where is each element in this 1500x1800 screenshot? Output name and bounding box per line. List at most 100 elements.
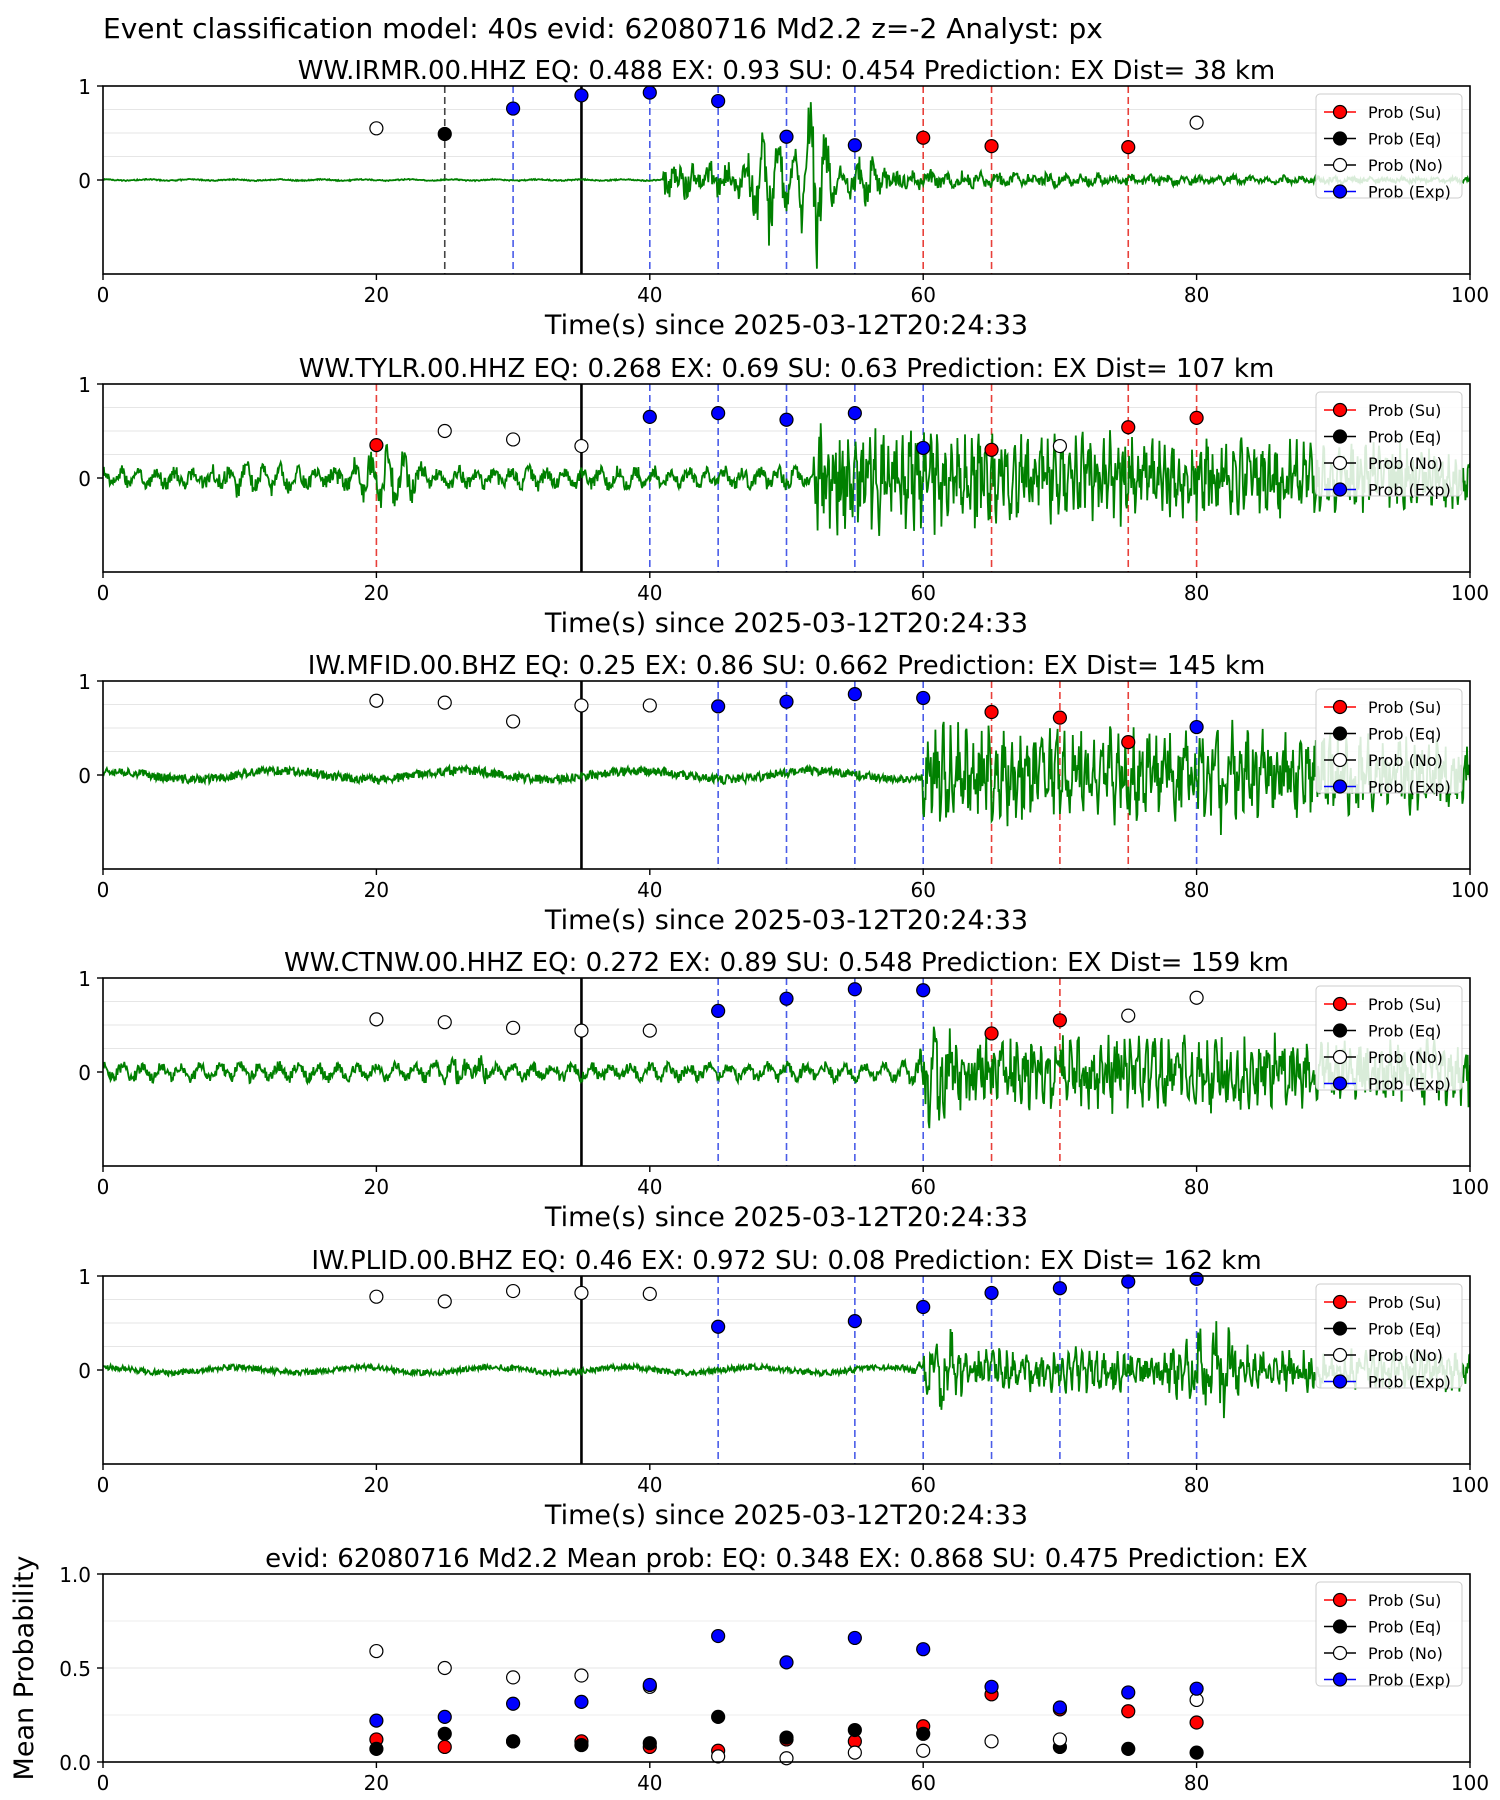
- mean-prob-marker-no: [437, 1660, 452, 1676]
- x-tick-label: 80: [1184, 581, 1209, 605]
- panel-5: IW.PLID.00.BHZ EQ: 0.46 EX: 0.972 SU: 0.…: [78, 1246, 1489, 1531]
- x-tick-label: 60: [910, 878, 935, 902]
- legend-marker: [1332, 157, 1348, 173]
- x-tick-label: 60: [910, 283, 935, 307]
- legend-box: [1315, 985, 1463, 1091]
- mean-prob-marker-eq: [779, 1730, 794, 1745]
- panel-title: WW.IRMR.00.HHZ EQ: 0.488 EX: 0.93 SU: 0.…: [298, 56, 1276, 86]
- legend-box: [1315, 688, 1463, 794]
- panel-2: WW.TYLR.00.HHZ EQ: 0.268 EX: 0.69 SU: 0.…: [78, 354, 1489, 639]
- legend: Prob (Su) Prob (Eq) Prob (No) Prob (Exp): [1315, 1581, 1463, 1690]
- prob-marker-no: [574, 698, 589, 713]
- x-axis-label: Time(s) since 2025-03-12T20:24:33: [544, 608, 1028, 639]
- legend-label: Prob (Su): [1368, 103, 1441, 122]
- prob-marker-exp: [1189, 719, 1204, 735]
- prob-marker-su: [1189, 410, 1204, 425]
- prob-marker-exp: [1121, 1274, 1136, 1289]
- legend-label: Prob (Eq): [1368, 1320, 1441, 1339]
- y-tick-label: 0: [78, 467, 91, 491]
- legend-label: Prob (Exp): [1368, 1075, 1451, 1094]
- prob-marker-no: [1189, 990, 1204, 1005]
- legend: Prob (Su) Prob (Eq) Prob (No) Prob (Exp): [1315, 1283, 1463, 1392]
- x-tick-label: 60: [910, 1175, 935, 1199]
- panel-title: IW.MFID.00.BHZ EQ: 0.25 EX: 0.86 SU: 0.6…: [308, 651, 1266, 681]
- mean-prob-marker-eq: [847, 1722, 862, 1738]
- x-tick-label: 0: [97, 1771, 110, 1795]
- legend-marker: [1332, 184, 1348, 199]
- x-axis-label: Time(s) since 2025-03-12T20:24:33: [544, 310, 1028, 341]
- panels: WW.IRMR.00.HHZ EQ: 0.488 EX: 0.93 SU: 0.…: [9, 56, 1489, 1795]
- prob-marker-no: [505, 1283, 521, 1299]
- mean-prob-marker-exp: [574, 1694, 589, 1709]
- legend-label: Prob (Eq): [1368, 130, 1441, 149]
- waveform-trace: [103, 1026, 1470, 1129]
- legend-label: Prob (Exp): [1368, 183, 1451, 202]
- prob-marker-exp: [574, 88, 589, 103]
- x-tick-label: 100: [1451, 581, 1489, 605]
- x-tick-label: 0: [97, 1175, 110, 1199]
- mean-prob-marker-exp: [642, 1677, 657, 1693]
- prob-marker-no: [369, 693, 384, 708]
- legend-box: [1315, 1283, 1463, 1389]
- prob-marker-no: [1052, 438, 1068, 454]
- prob-marker-su: [1121, 420, 1136, 435]
- legend-label: Prob (Eq): [1368, 1022, 1441, 1041]
- x-tick-label: 0: [97, 878, 110, 902]
- prob-marker-exp: [711, 93, 726, 109]
- legend-marker: [1332, 104, 1348, 120]
- plot-area: [103, 681, 1470, 869]
- prob-marker-su: [1052, 1013, 1068, 1028]
- legend-marker: [1332, 1645, 1348, 1661]
- mean-prob-marker-no: [984, 1734, 999, 1749]
- x-tick-label: 20: [364, 581, 389, 605]
- plot-area: [103, 978, 1470, 1166]
- prob-marker-no: [505, 714, 521, 729]
- legend-box: [1315, 1581, 1463, 1687]
- legend-marker: [1332, 1076, 1348, 1091]
- x-tick-label: 60: [910, 1771, 935, 1795]
- legend-marker: [1332, 1374, 1348, 1389]
- legend-label: Prob (Eq): [1368, 428, 1441, 447]
- legend-marker: [1332, 726, 1348, 741]
- x-tick-label: 20: [364, 1175, 389, 1199]
- x-tick-label: 0: [97, 1473, 110, 1497]
- prob-marker-exp: [779, 129, 794, 144]
- legend: Prob (Su) Prob (Eq) Prob (No) Prob (Exp): [1315, 985, 1463, 1094]
- prob-marker-su: [916, 130, 931, 145]
- legend: Prob (Su) Prob (Eq) Prob (No) Prob (Exp): [1315, 391, 1463, 500]
- panel-1: WW.IRMR.00.HHZ EQ: 0.488 EX: 0.93 SU: 0.…: [78, 56, 1489, 341]
- prob-marker-su: [1121, 140, 1136, 155]
- mean-prob-marker-exp: [1189, 1681, 1204, 1696]
- legend-label: Prob (No): [1368, 751, 1443, 770]
- prob-marker-exp: [711, 1319, 726, 1334]
- panel-4: WW.CTNW.00.HHZ EQ: 0.272 EX: 0.89 SU: 0.…: [78, 948, 1489, 1233]
- y-tick-label: 1: [78, 75, 91, 99]
- prob-marker-exp: [711, 699, 726, 714]
- mean-prob-marker-eq: [505, 1734, 521, 1749]
- prob-marker-no: [505, 432, 521, 447]
- prob-marker-su: [1052, 710, 1068, 725]
- mean-prob-marker-exp: [1121, 1685, 1136, 1700]
- x-tick-label: 100: [1451, 1175, 1489, 1199]
- mean-prob-marker-no: [847, 1745, 862, 1760]
- mean-prob-marker-no: [505, 1670, 521, 1685]
- plot-area: [103, 86, 1470, 274]
- legend-label: Prob (No): [1368, 454, 1443, 473]
- prob-marker-exp: [916, 1299, 931, 1315]
- legend-label: Prob (Eq): [1368, 1618, 1441, 1637]
- legend-marker: [1332, 1619, 1348, 1634]
- mean-prob-marker-exp: [437, 1709, 452, 1724]
- prob-marker-exp: [984, 1285, 999, 1301]
- x-tick-label: 40: [637, 1473, 662, 1497]
- prob-marker-eq: [437, 126, 452, 142]
- legend: Prob (Su) Prob (Eq) Prob (No) Prob (Exp): [1315, 93, 1463, 202]
- prob-marker-exp: [847, 687, 862, 702]
- legend-marker: [1332, 1321, 1348, 1336]
- y-tick-label: 1: [78, 670, 91, 694]
- x-axis-label: Time(s) since 2025-03-12T20:24:33: [544, 1500, 1028, 1531]
- mean-prob-marker-no: [369, 1643, 384, 1659]
- legend-marker: [1332, 1347, 1348, 1363]
- x-tick-label: 100: [1451, 283, 1489, 307]
- legend-marker: [1332, 699, 1348, 715]
- panel-3: IW.MFID.00.BHZ EQ: 0.25 EX: 0.86 SU: 0.6…: [78, 651, 1489, 936]
